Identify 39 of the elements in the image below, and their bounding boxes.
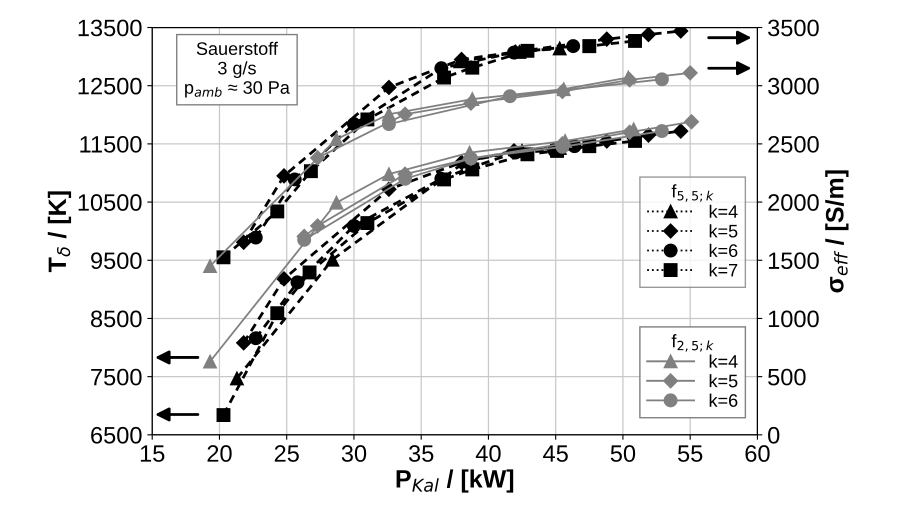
x-tick-label: 20: [208, 445, 232, 462]
y-axis-title: T$_{δ}$ / [K]: [48, 191, 72, 272]
y-tick-label: 11500: [80, 136, 142, 153]
x-axis-title: P$_{Kal}$ / [kW]: [396, 469, 514, 493]
y2-tick-label: 2500: [768, 136, 819, 153]
x-tick-label: 55: [678, 445, 702, 462]
text: Sauerstoff 3 g/s p$_{amb}$ ≈ 30 Pa: [185, 42, 290, 98]
y-tick-label: 6500: [91, 426, 142, 444]
y-tick-label: 13500: [78, 20, 142, 36]
x-tick-label: 25: [274, 445, 299, 462]
legend-label: k=7: [710, 263, 738, 276]
x-tick-label: 40: [476, 445, 501, 462]
y-tick-label: 8500: [90, 310, 142, 328]
annotation: f$_{2,5;k}$: [672, 334, 714, 352]
x-tick-label: 30: [342, 445, 366, 462]
y-tick-label: 9500: [91, 252, 142, 270]
y2-tick-label: 2000: [768, 194, 819, 211]
x-tick-label: 35: [408, 445, 434, 462]
x-tick-label: 60: [745, 445, 770, 462]
y-tick-label: 7500: [91, 368, 142, 386]
annotation: f$_{5,5;k}$: [672, 184, 714, 202]
legend-label: k=6: [710, 394, 738, 407]
x-tick-label: 50: [610, 445, 636, 462]
y2-tick-label: 3500: [768, 20, 819, 36]
legend-label: k=5: [710, 374, 738, 388]
y-tick-label: 10500: [78, 194, 142, 211]
y-tick-label: 12500: [78, 78, 142, 94]
x-tick-label: 15: [140, 445, 164, 462]
legend-label: k=4: [710, 204, 738, 218]
y2-tick-label: 0: [768, 426, 780, 444]
y2-tick-label: 1000: [768, 310, 819, 328]
y2-tick-label: 1500: [768, 252, 819, 270]
y2-axis-title: σ$_{eff}$ / [S/m]: [825, 170, 849, 292]
legend-label: k=6: [710, 244, 738, 258]
y2-tick-label: 500: [768, 368, 806, 386]
y2-tick-label: 3000: [768, 78, 819, 94]
legend-label: k=4: [710, 354, 738, 368]
x-tick-label: 45: [543, 445, 568, 462]
legend-label: k=5: [710, 224, 738, 238]
